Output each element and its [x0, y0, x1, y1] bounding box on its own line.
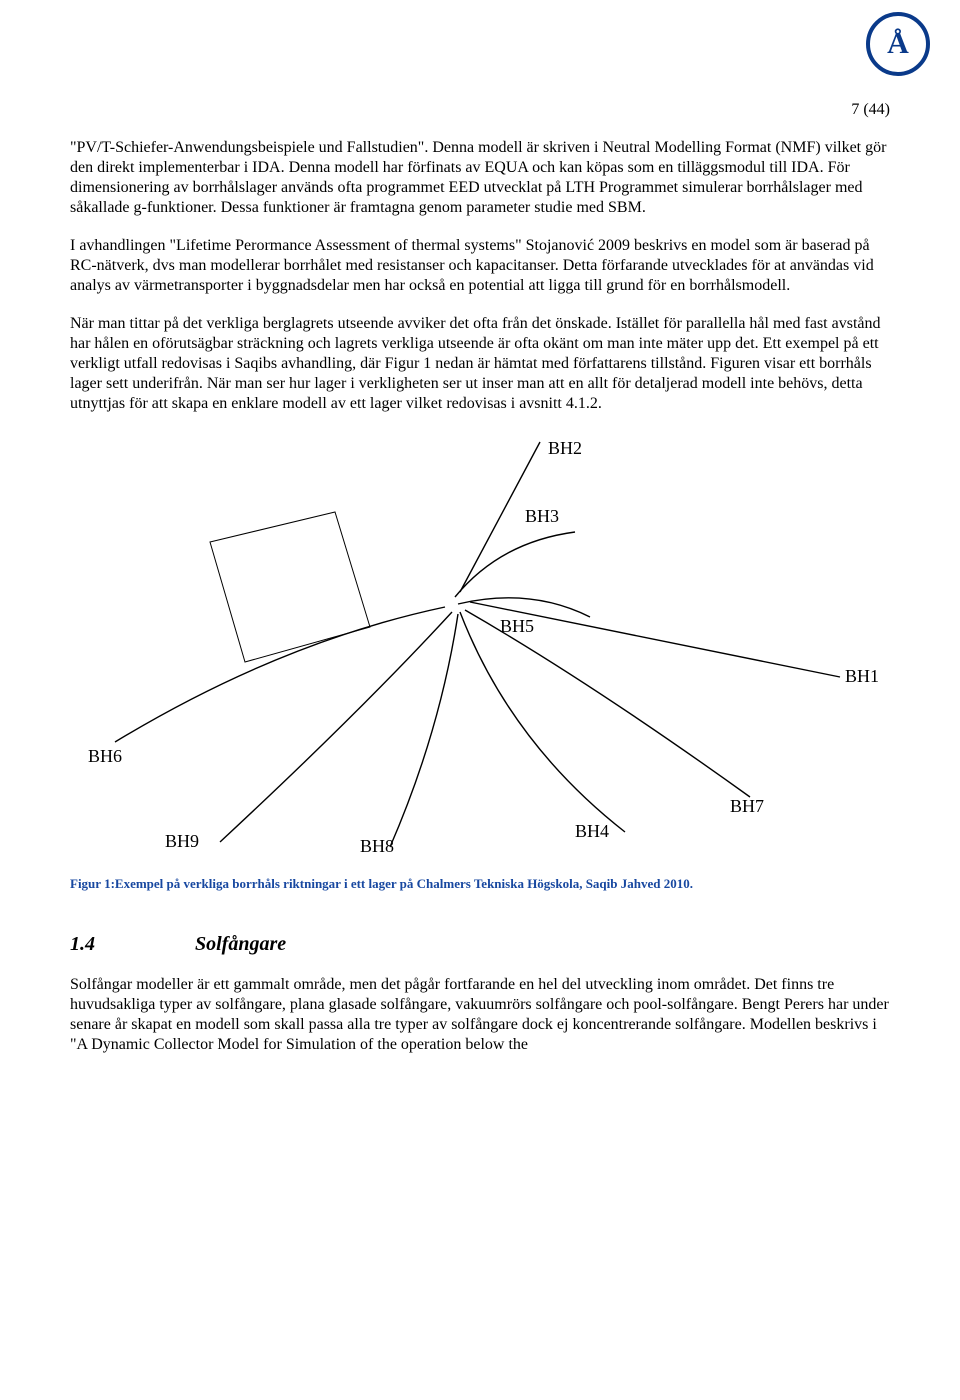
- svg-text:BH4: BH4: [575, 821, 609, 841]
- af-logo-letter: Å: [887, 25, 909, 63]
- paragraph-2: I avhandlingen "Lifetime Perormance Asse…: [70, 236, 890, 296]
- svg-text:BH9: BH9: [165, 831, 199, 851]
- section-title: Solfångare: [195, 933, 286, 955]
- af-logo-circle: Å: [866, 12, 930, 76]
- figure-1-caption: Figur 1:Exempel på verkliga borrhåls rik…: [70, 876, 890, 892]
- paragraph-4: Solfångar modeller är ett gammalt område…: [70, 975, 890, 1055]
- paragraph-1: "PV/T-Schiefer-Anwendungsbeispiele und F…: [70, 138, 890, 218]
- page-number: 7 (44): [70, 100, 890, 120]
- svg-text:BH8: BH8: [360, 836, 394, 856]
- section-number: 1.4: [70, 932, 190, 957]
- paragraph-3: När man tittar på det verkliga berglagre…: [70, 314, 890, 414]
- svg-text:BH6: BH6: [88, 746, 122, 766]
- figure-1: BH1BH2BH3BH4BH5BH6BH7BH8BH9: [70, 432, 890, 868]
- section-heading: 1.4 Solfångare: [70, 932, 890, 957]
- borehole-diagram: BH1BH2BH3BH4BH5BH6BH7BH8BH9: [70, 432, 890, 862]
- svg-text:BH2: BH2: [548, 438, 582, 458]
- svg-text:BH1: BH1: [845, 666, 879, 686]
- svg-text:BH3: BH3: [525, 506, 559, 526]
- brand-logo: Å: [866, 12, 930, 76]
- svg-text:BH7: BH7: [730, 796, 764, 816]
